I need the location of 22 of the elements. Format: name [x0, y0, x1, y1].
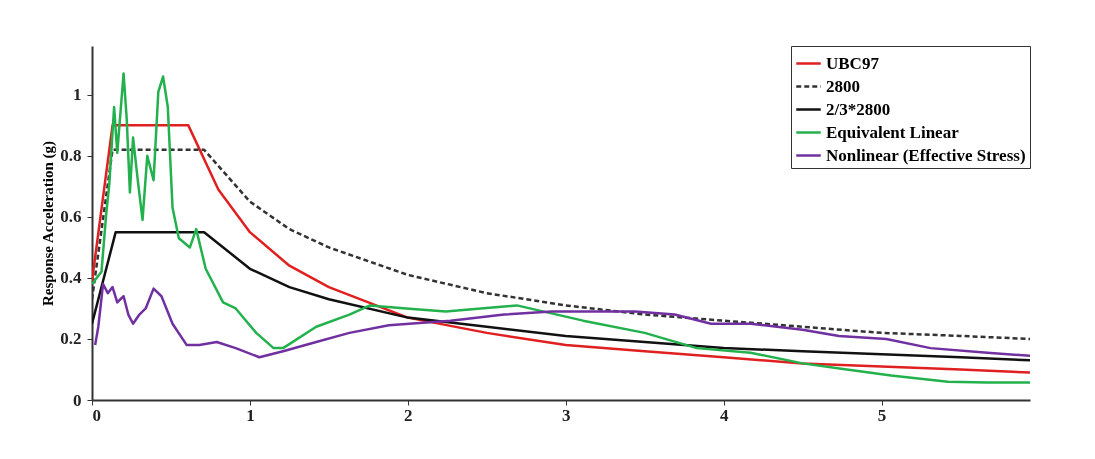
legend-label: Equivalent Linear — [826, 122, 960, 142]
legend-label: Nonlinear (Effective Stress) — [826, 145, 1026, 165]
x-tick-label: 1 — [246, 405, 255, 425]
x-tick-label: 5 — [877, 405, 887, 425]
line-series — [93, 282, 1030, 359]
y-tick-label: 0.8 — [60, 146, 82, 166]
y-axis-title: Response Acceleration (g) — [40, 141, 58, 306]
line-series — [92, 124, 1030, 374]
x-tick-label: 0 — [92, 405, 101, 425]
line-series — [92, 72, 1030, 384]
y-tick-label: 0.6 — [60, 207, 82, 227]
y-tick-label: 0.4 — [60, 268, 82, 288]
x-tick-label: 4 — [719, 405, 729, 425]
line-series — [92, 230, 1030, 362]
x-tick-label: 2 — [404, 405, 413, 425]
legend-label: UBC97 — [826, 53, 880, 73]
y-tick-label: 1 — [73, 85, 82, 105]
legend-label: 2800 — [826, 76, 860, 96]
x-tick-label: 3 — [561, 405, 571, 425]
legend-label: 2/3*2800 — [826, 99, 891, 119]
y-tick-label: 0.2 — [60, 329, 82, 349]
y-tick-label: 0 — [73, 390, 82, 410]
